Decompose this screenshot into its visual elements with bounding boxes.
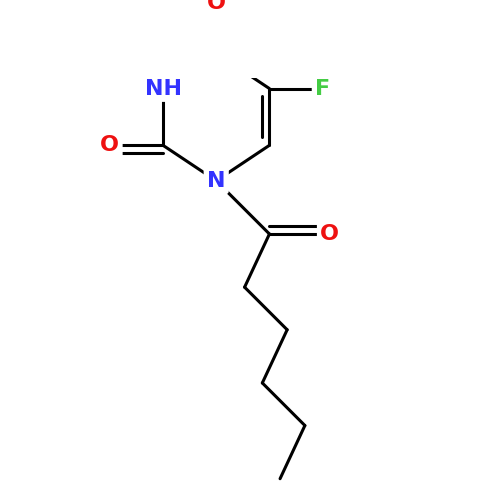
Text: F: F	[315, 78, 330, 98]
Text: O: O	[100, 136, 119, 156]
Text: O: O	[206, 0, 226, 14]
Text: N: N	[207, 171, 226, 191]
Text: NH: NH	[144, 78, 182, 98]
Text: O: O	[320, 224, 339, 244]
